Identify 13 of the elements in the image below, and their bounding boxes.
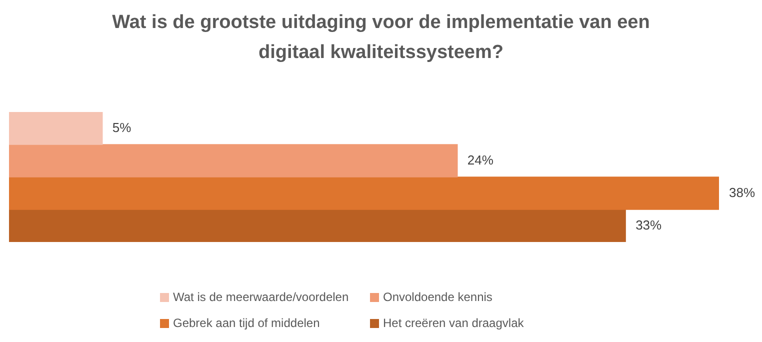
chart-title: Wat is de grootste uitdaging voor de implementatie van een digitaal kwaliteitssysteem? <box>111 11 651 65</box>
bar <box>9 112 103 145</box>
bar <box>9 209 626 242</box>
legend-label: Onvoldoende kennis <box>383 290 492 304</box>
data-label: 38% <box>729 184 756 200</box>
legend-label: Wat is de meerwaarde/voordelen <box>173 290 349 304</box>
bar <box>9 176 719 210</box>
data-label: 5% <box>112 120 132 135</box>
data-label: 24% <box>467 152 494 168</box>
legend-label: Gebrek aan tijd of middelen <box>173 316 320 330</box>
bar <box>9 144 458 178</box>
data-label: 33% <box>636 217 662 232</box>
legend-label: Het creëren van draagvlak <box>383 316 524 330</box>
